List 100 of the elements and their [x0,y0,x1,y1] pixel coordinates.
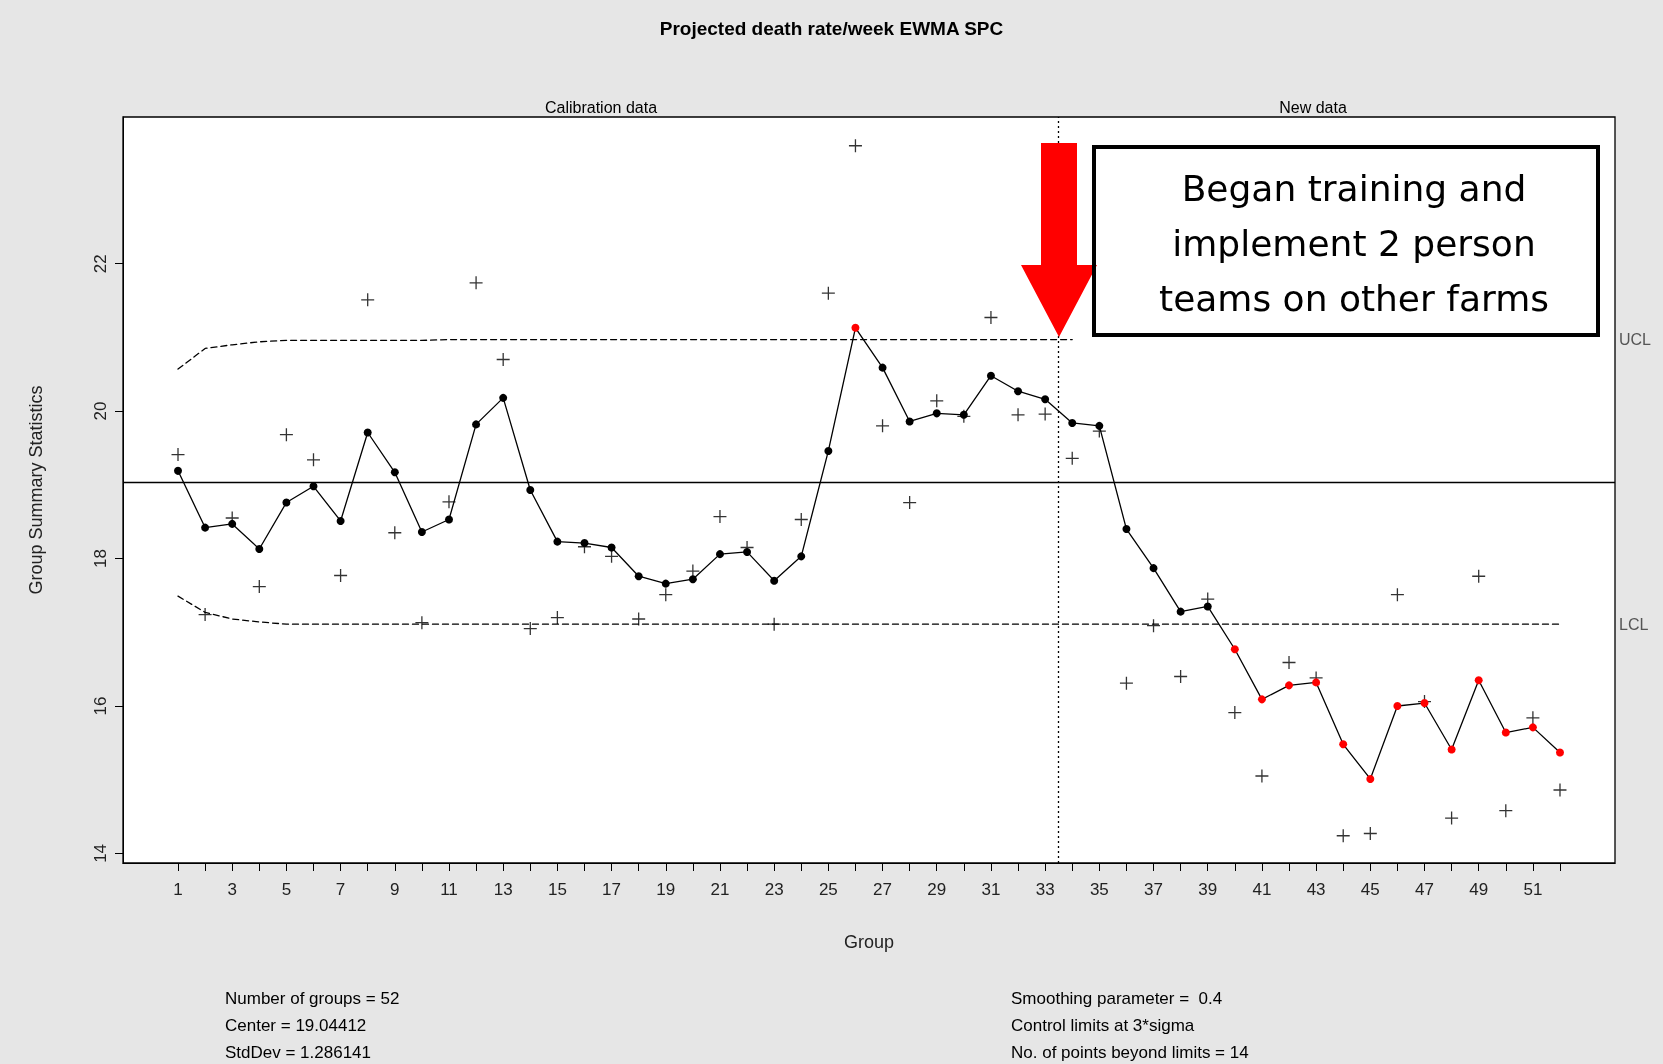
text: No. of points beyond limits = 14 [1011,1042,1249,1062]
x-tick-label: 35 [1089,880,1109,899]
point [1363,826,1378,841]
point [336,516,345,525]
y-tick-label: 22 [91,254,110,274]
point [1041,395,1050,404]
point [878,363,887,372]
point [472,420,481,429]
point [228,519,237,528]
point [309,482,318,491]
point [824,446,833,455]
point [661,579,670,588]
point [580,539,589,548]
point [170,447,186,462]
point [496,352,511,367]
point [1254,768,1270,784]
point [848,138,863,153]
chart-title: Projected death rate/week EWMA SPC [659,18,1004,39]
x-tick-label: 5 [281,880,292,899]
point [468,275,484,291]
point [553,537,562,546]
x-tick-label: 29 [927,880,947,899]
point [1336,828,1351,843]
point [499,393,508,402]
text: LCL [1619,615,1649,633]
point [1525,710,1541,725]
point [1339,740,1348,749]
point [363,428,372,437]
point [1173,669,1188,684]
point [1257,695,1266,704]
point [174,466,183,475]
point [197,607,213,622]
x-tick-label: 25 [818,880,838,899]
point [414,615,430,630]
point [932,409,941,418]
x-tick-label: 23 [764,880,784,899]
point [1014,387,1023,396]
point [279,427,294,442]
point [1498,803,1513,818]
x-tick-label: 17 [602,880,622,899]
point [634,572,643,581]
y-tick-label: 16 [91,696,110,716]
y-tick-label: 18 [91,549,110,569]
point [1203,602,1212,611]
text: StdDev = 1.286141 [225,1042,372,1062]
point [688,575,697,584]
point [631,611,646,627]
point [1471,569,1486,584]
point [851,323,860,332]
point [712,509,728,524]
point [1393,701,1402,710]
point [986,371,995,380]
point [983,310,999,325]
x-tick-label: 31 [981,880,1001,899]
point [1312,678,1321,687]
point [523,621,538,636]
point [1037,406,1053,422]
point [306,452,321,467]
point [333,568,348,583]
point [1095,421,1104,430]
point [770,576,779,585]
point [201,523,210,532]
point [929,393,944,408]
point [905,417,914,426]
point [550,610,565,625]
point [390,468,399,477]
point [282,498,291,507]
point [255,544,264,553]
y-axis-title: Group Summary Statistics [26,385,46,595]
point [794,512,809,527]
point [1230,645,1239,654]
x-tick-label: 47 [1415,880,1434,899]
point [1119,675,1134,691]
point [1420,699,1429,708]
x-tick-label: 27 [873,880,893,899]
text: Center = 19.04412 [225,1015,367,1035]
point [1146,618,1161,633]
point [875,418,890,434]
x-tick-label: 19 [656,880,676,899]
x-tick-label: 7 [335,880,346,899]
x-tick-label: 9 [390,880,400,899]
point [1068,418,1077,427]
point [417,528,426,537]
point [360,292,375,307]
point [1444,810,1459,826]
annotation: Began training and implement 2 person teams on other farms [1159,167,1549,319]
text: Calibration data [544,98,658,116]
point [902,495,917,510]
point [1122,525,1131,534]
point [743,547,752,556]
x-tick-label: 33 [1035,880,1055,899]
point [1501,728,1510,737]
point [1065,451,1080,466]
point [1281,655,1297,670]
x-tick-label: 1 [173,880,183,899]
point [1010,407,1026,422]
x-tick-label: 11 [440,880,458,899]
point [1528,723,1537,732]
text: Smoothing parameter = 0.4 [1011,988,1223,1008]
point [1556,748,1564,757]
